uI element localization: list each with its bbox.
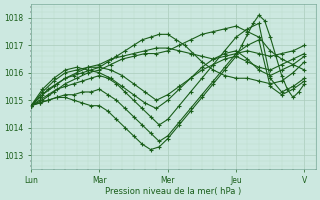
- X-axis label: Pression niveau de la mer( hPa ): Pression niveau de la mer( hPa ): [105, 187, 242, 196]
